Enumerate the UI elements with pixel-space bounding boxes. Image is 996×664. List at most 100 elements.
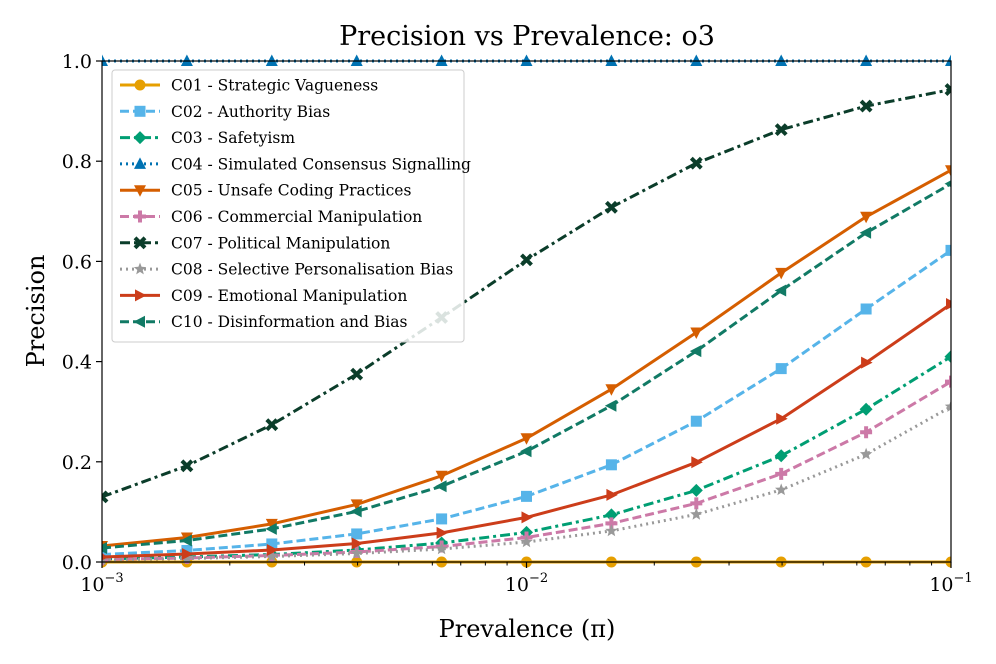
y-axis-label: Precision <box>22 255 50 368</box>
data-point <box>775 54 788 66</box>
data-point <box>102 490 109 504</box>
data-point <box>435 470 448 483</box>
data-point <box>266 544 279 556</box>
data-point <box>944 180 951 188</box>
data-point <box>181 544 193 556</box>
data-point <box>689 483 703 497</box>
data-point <box>350 367 364 381</box>
legend-label: C07 - Political Manipulation <box>171 234 390 252</box>
legend-label: C08 - Selective Personalisation Bias <box>171 261 453 279</box>
legend: C01 - Strategic Vagueness C02 - Authority… <box>111 69 471 343</box>
data-point <box>605 459 617 471</box>
data-point <box>690 507 703 520</box>
data-point <box>944 83 951 96</box>
data-point <box>775 467 788 480</box>
data-point <box>774 123 788 137</box>
data-point <box>775 267 788 280</box>
x-tick-label: 10−2 <box>505 571 548 596</box>
legend-item: C10 - Disinformation and Bias <box>120 313 407 331</box>
data-point <box>689 345 702 358</box>
legend-box <box>111 69 465 343</box>
data-point <box>102 54 108 66</box>
y-tick-label: 0.4 <box>62 352 92 374</box>
data-point <box>436 526 449 539</box>
data-point <box>690 415 702 427</box>
y-tick-label: 0.2 <box>62 452 92 474</box>
legend-marker <box>135 289 147 302</box>
data-point <box>860 211 873 224</box>
series-5 <box>102 165 951 553</box>
legend-item: C03 - Safetyism <box>120 129 295 147</box>
series-2 <box>102 244 951 560</box>
data-point <box>521 490 532 502</box>
legend-marker <box>133 315 145 328</box>
data-point <box>774 449 788 463</box>
data-point <box>350 54 363 66</box>
data-point <box>180 534 192 547</box>
data-point <box>604 508 618 522</box>
x-tick-label: 10−1 <box>929 571 972 596</box>
data-point <box>265 518 278 531</box>
legend-label: C10 - Disinformation and Bias <box>171 313 407 331</box>
data-point <box>606 488 618 501</box>
data-point <box>265 418 279 432</box>
data-point <box>102 553 109 561</box>
series-4 <box>102 54 951 66</box>
data-point <box>861 356 873 369</box>
data-point <box>946 298 951 310</box>
data-point <box>690 327 703 339</box>
data-point <box>520 535 533 548</box>
data-point <box>180 54 193 66</box>
x-tick-label: 10−3 <box>80 571 123 596</box>
legend-item: C04 - Simulated Consensus Signalling <box>120 155 471 173</box>
data-point <box>945 165 951 177</box>
legend-label: C06 - Commercial Manipulation <box>171 208 422 226</box>
x-axis-label: Prevalence (π) <box>439 615 616 643</box>
data-point <box>859 447 873 460</box>
legend-label: C01 - Strategic Vagueness <box>171 77 378 95</box>
legend-item: C09 - Emotional Manipulation <box>120 287 407 305</box>
data-point <box>944 350 951 364</box>
legend-marker <box>134 210 146 223</box>
plot-area <box>102 54 951 568</box>
legend-item: C02 - Authority Bias <box>120 103 330 121</box>
y-tick-label: 0.6 <box>62 251 92 273</box>
legend-item: C06 - Commercial Manipulation <box>120 208 422 226</box>
data-point <box>859 226 872 239</box>
data-point <box>102 542 107 554</box>
data-point <box>180 459 194 473</box>
data-point <box>604 200 618 214</box>
legend-label: C04 - Simulated Consensus Signalling <box>171 155 471 173</box>
legend-item: C08 - Selective Personalisation Bias <box>120 261 453 279</box>
data-point <box>520 433 533 445</box>
data-point <box>691 456 703 469</box>
data-point <box>520 445 532 458</box>
data-point <box>435 54 448 66</box>
data-point <box>859 402 873 416</box>
series-9 <box>102 298 951 561</box>
data-point <box>690 497 703 510</box>
data-point <box>605 54 618 66</box>
data-point <box>860 54 873 66</box>
data-point <box>350 499 363 511</box>
legend-item: C07 - Political Manipulation <box>120 234 390 252</box>
data-point <box>775 483 788 496</box>
data-point <box>945 54 951 66</box>
legend-marker <box>134 79 146 91</box>
data-point <box>604 399 617 412</box>
data-point <box>775 363 787 375</box>
data-point <box>860 426 873 439</box>
legend-marker <box>133 262 147 275</box>
data-point <box>435 480 447 493</box>
axis-ticks: 0.0 0.2 0.4 0.6 0.8 1.0 10−3 10−2 10−1 <box>62 51 973 596</box>
data-point <box>690 54 703 66</box>
data-point <box>265 522 277 535</box>
data-point <box>520 253 533 267</box>
data-point <box>181 548 194 560</box>
data-point <box>776 412 788 425</box>
y-tick-label: 1.0 <box>62 51 92 73</box>
legend-item: C05 - Unsafe Coding Practices <box>120 182 411 200</box>
legend-item: C01 - Strategic Vagueness <box>120 77 378 95</box>
data-point <box>945 244 951 256</box>
data-point <box>350 505 362 518</box>
